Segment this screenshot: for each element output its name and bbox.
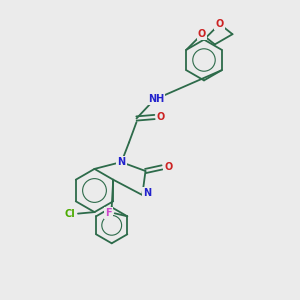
Text: Cl: Cl (64, 208, 75, 219)
Text: O: O (198, 29, 206, 39)
Text: F: F (105, 208, 112, 218)
Text: O: O (215, 19, 224, 29)
Text: N: N (143, 188, 151, 199)
Text: O: O (157, 112, 165, 122)
Text: NH: NH (148, 94, 164, 104)
Text: O: O (164, 162, 173, 172)
Text: N: N (117, 157, 126, 167)
